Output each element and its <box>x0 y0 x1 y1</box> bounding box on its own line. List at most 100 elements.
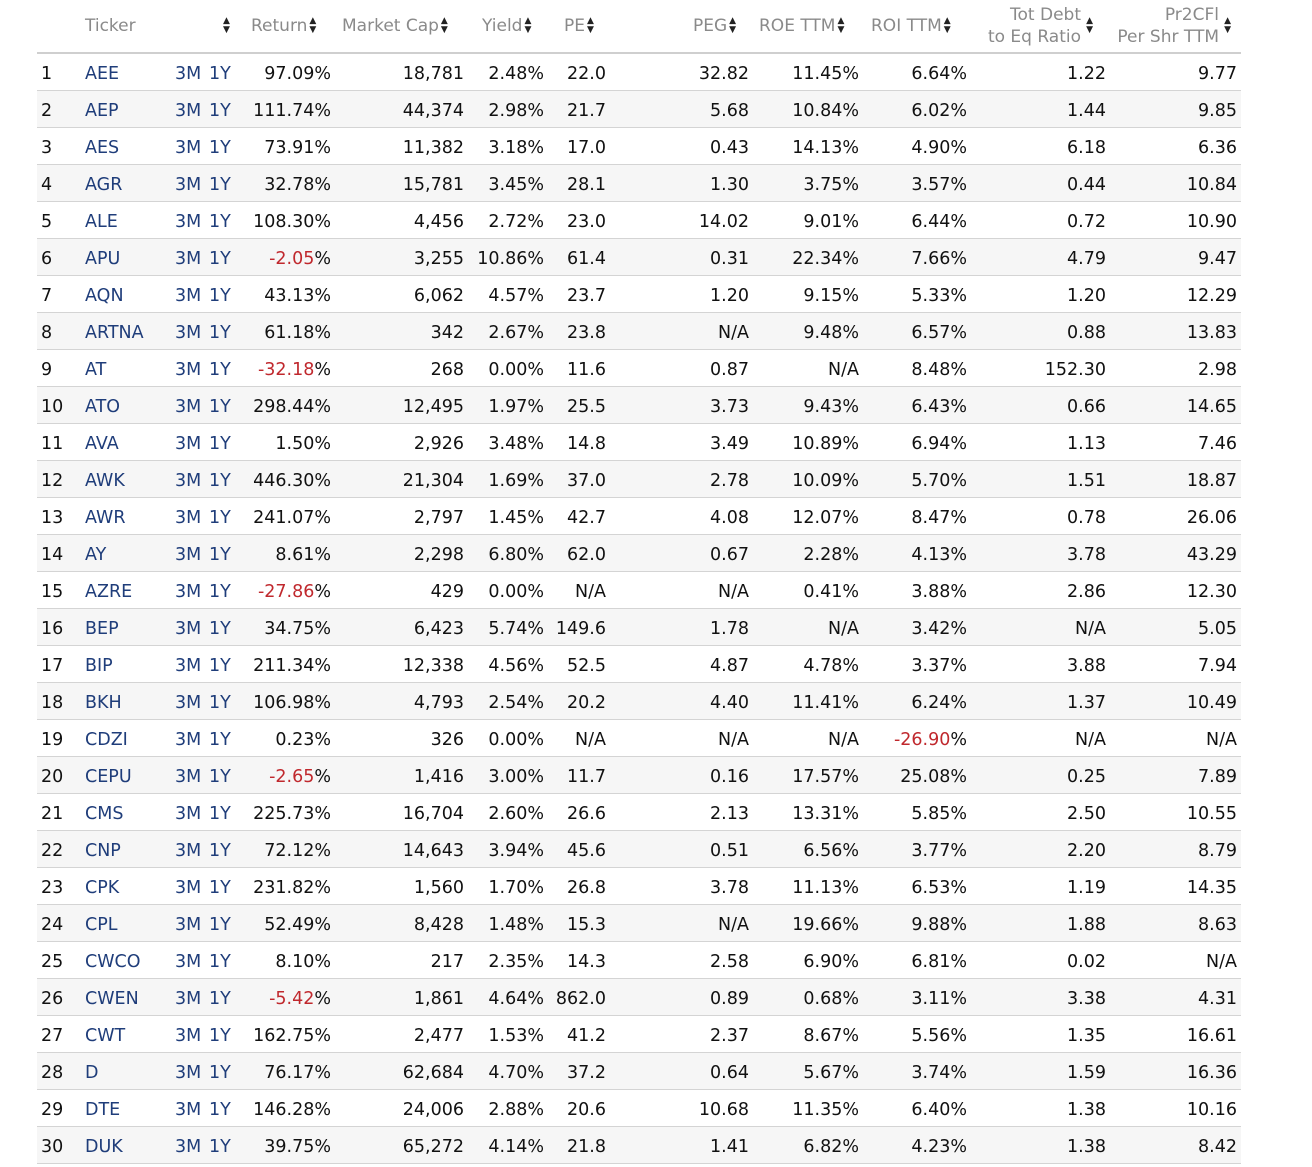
period-3m-link[interactable]: 3M <box>175 323 202 343</box>
period-3m-link[interactable]: 3M <box>175 767 202 787</box>
ticker-link[interactable]: DTE <box>85 1100 121 1120</box>
sort-icon[interactable]: ▲ ▼ <box>943 16 951 35</box>
period-1y-link[interactable]: 1Y <box>209 619 231 639</box>
period-1y-link[interactable]: 1Y <box>209 841 231 861</box>
period-1y-link[interactable]: 1Y <box>209 434 231 454</box>
sort-icon[interactable]: ▲ ▼ <box>837 16 845 35</box>
period-1y-link[interactable]: 1Y <box>209 1137 231 1157</box>
header-roi[interactable]: ROI TTM ▲ ▼ <box>871 0 954 52</box>
period-1y-link[interactable]: 1Y <box>209 1026 231 1046</box>
period-3m-link[interactable]: 3M <box>175 878 202 898</box>
period-3m-link[interactable]: 3M <box>175 1137 202 1157</box>
ticker-link[interactable]: CDZI <box>85 730 128 750</box>
sort-icon[interactable]: ▲ ▼ <box>1086 16 1093 35</box>
period-3m-link[interactable]: 3M <box>175 101 202 121</box>
header-market-cap[interactable]: Market Cap ▲ ▼ <box>342 0 451 52</box>
period-3m-link[interactable]: 3M <box>175 138 202 158</box>
period-3m-link[interactable]: 3M <box>175 471 202 491</box>
ticker-link[interactable]: AVA <box>85 434 119 454</box>
ticker-link[interactable]: AQN <box>85 286 124 306</box>
header-return[interactable]: Return ▲ ▼ <box>251 0 319 52</box>
header-pe[interactable]: PE ▲ ▼ <box>564 0 597 52</box>
ticker-link[interactable]: D <box>85 1063 99 1083</box>
sort-icon[interactable]: ▲ ▼ <box>440 16 448 35</box>
ticker-link[interactable]: BIP <box>85 656 113 676</box>
header-ticker-sort[interactable]: ▲ ▼ <box>221 0 233 52</box>
ticker-link[interactable]: CNP <box>85 841 121 861</box>
period-1y-link[interactable]: 1Y <box>209 952 231 972</box>
ticker-link[interactable]: AWR <box>85 508 126 528</box>
ticker-link[interactable]: APU <box>85 249 121 269</box>
ticker-link[interactable]: AZRE <box>85 582 133 602</box>
period-1y-link[interactable]: 1Y <box>209 1100 231 1120</box>
period-3m-link[interactable]: 3M <box>175 249 202 269</box>
header-yield[interactable]: Yield ▲ ▼ <box>482 0 534 52</box>
period-1y-link[interactable]: 1Y <box>209 286 231 306</box>
period-3m-link[interactable]: 3M <box>175 989 202 1009</box>
ticker-link[interactable]: BEP <box>85 619 119 639</box>
ticker-link[interactable]: CPK <box>85 878 120 898</box>
ticker-link[interactable]: AWK <box>85 471 125 491</box>
period-1y-link[interactable]: 1Y <box>209 249 231 269</box>
period-3m-link[interactable]: 3M <box>175 656 202 676</box>
period-1y-link[interactable]: 1Y <box>209 175 231 195</box>
sort-icon[interactable]: ▲ ▼ <box>524 16 532 35</box>
period-3m-link[interactable]: 3M <box>175 619 202 639</box>
period-1y-link[interactable]: 1Y <box>209 730 231 750</box>
header-ticker[interactable]: Ticker <box>85 16 136 36</box>
period-3m-link[interactable]: 3M <box>175 915 202 935</box>
ticker-link[interactable]: ATO <box>85 397 121 417</box>
sort-icon[interactable]: ▲ ▼ <box>1224 16 1231 35</box>
header-peg[interactable]: PEG ▲ ▼ <box>693 0 739 52</box>
sort-icon[interactable]: ▲ ▼ <box>309 16 317 35</box>
period-1y-link[interactable]: 1Y <box>209 138 231 158</box>
ticker-link[interactable]: AEP <box>85 101 119 121</box>
period-3m-link[interactable]: 3M <box>175 1026 202 1046</box>
ticker-link[interactable]: AT <box>85 360 107 380</box>
period-3m-link[interactable]: 3M <box>175 360 202 380</box>
sort-icon[interactable]: ▲ ▼ <box>223 16 230 35</box>
ticker-link[interactable]: AES <box>85 138 120 158</box>
period-3m-link[interactable]: 3M <box>175 286 202 306</box>
sort-icon[interactable]: ▲ ▼ <box>587 16 594 35</box>
header-roe[interactable]: ROE TTM ▲ ▼ <box>759 0 847 52</box>
period-1y-link[interactable]: 1Y <box>209 878 231 898</box>
period-1y-link[interactable]: 1Y <box>209 397 231 417</box>
period-3m-link[interactable]: 3M <box>175 397 202 417</box>
period-1y-link[interactable]: 1Y <box>209 767 231 787</box>
period-3m-link[interactable]: 3M <box>175 841 202 861</box>
period-1y-link[interactable]: 1Y <box>209 989 231 1009</box>
period-3m-link[interactable]: 3M <box>175 508 202 528</box>
ticker-link[interactable]: AEE <box>85 64 120 84</box>
period-3m-link[interactable]: 3M <box>175 545 202 565</box>
period-1y-link[interactable]: 1Y <box>209 508 231 528</box>
period-3m-link[interactable]: 3M <box>175 1063 202 1083</box>
period-1y-link[interactable]: 1Y <box>209 1063 231 1083</box>
period-3m-link[interactable]: 3M <box>175 1100 202 1120</box>
period-1y-link[interactable]: 1Y <box>209 804 231 824</box>
ticker-link[interactable]: CEPU <box>85 767 132 787</box>
period-3m-link[interactable]: 3M <box>175 582 202 602</box>
ticker-link[interactable]: ALE <box>85 212 118 232</box>
period-1y-link[interactable]: 1Y <box>209 360 231 380</box>
period-1y-link[interactable]: 1Y <box>209 693 231 713</box>
period-3m-link[interactable]: 3M <box>175 64 202 84</box>
period-3m-link[interactable]: 3M <box>175 212 202 232</box>
header-debt-equity[interactable]: Tot Debt to Eq Ratio ▲ ▼ <box>987 5 1093 47</box>
period-3m-link[interactable]: 3M <box>175 804 202 824</box>
period-1y-link[interactable]: 1Y <box>209 212 231 232</box>
period-3m-link[interactable]: 3M <box>175 693 202 713</box>
period-1y-link[interactable]: 1Y <box>209 656 231 676</box>
period-1y-link[interactable]: 1Y <box>209 545 231 565</box>
period-1y-link[interactable]: 1Y <box>209 101 231 121</box>
period-3m-link[interactable]: 3M <box>175 434 202 454</box>
ticker-link[interactable]: BKH <box>85 693 122 713</box>
ticker-link[interactable]: CPL <box>85 915 118 935</box>
period-3m-link[interactable]: 3M <box>175 175 202 195</box>
period-1y-link[interactable]: 1Y <box>209 915 231 935</box>
period-3m-link[interactable]: 3M <box>175 730 202 750</box>
ticker-link[interactable]: CWEN <box>85 989 139 1009</box>
period-1y-link[interactable]: 1Y <box>209 64 231 84</box>
period-3m-link[interactable]: 3M <box>175 952 202 972</box>
period-1y-link[interactable]: 1Y <box>209 582 231 602</box>
